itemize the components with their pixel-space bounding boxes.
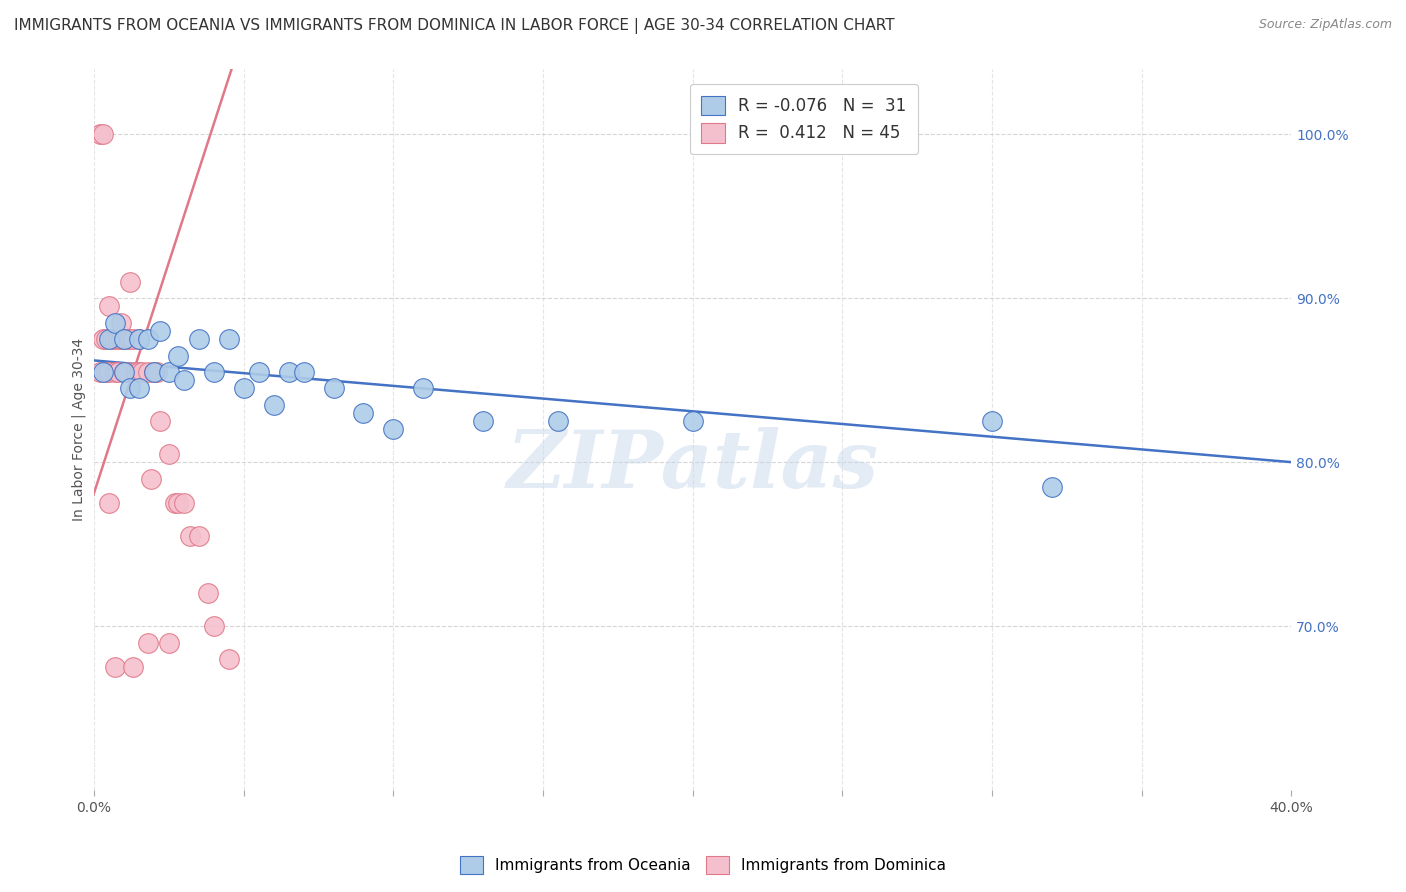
Point: [247, 365, 270, 379]
Point: [125, 365, 148, 379]
Text: IMMIGRANTS FROM OCEANIA VS IMMIGRANTS FROM DOMINICA IN LABOR FORCE | AGE 30-34 C: IMMIGRANTS FROM OCEANIA VS IMMIGRANTS FR…: [14, 18, 894, 34]
Point: [122, 660, 145, 674]
Point: [112, 332, 135, 346]
Point: [167, 496, 190, 510]
Point: [98, 332, 121, 346]
Point: [89, 365, 111, 379]
Point: [1040, 480, 1063, 494]
Point: [197, 586, 219, 600]
Point: [136, 635, 159, 649]
Point: [292, 365, 315, 379]
Point: [98, 299, 121, 313]
Point: [263, 398, 285, 412]
Point: [136, 332, 159, 346]
Point: [157, 447, 180, 461]
Point: [94, 365, 117, 379]
Point: [107, 365, 129, 379]
Point: [173, 496, 195, 510]
Point: [139, 471, 162, 485]
Point: [682, 414, 704, 428]
Point: [472, 414, 495, 428]
Point: [91, 332, 114, 346]
Point: [382, 422, 405, 436]
Point: [163, 496, 186, 510]
Point: [353, 406, 375, 420]
Point: [101, 332, 124, 346]
Point: [187, 529, 209, 543]
Point: [94, 332, 117, 346]
Point: [112, 365, 135, 379]
Point: [118, 381, 141, 395]
Point: [412, 381, 434, 395]
Point: [981, 414, 1004, 428]
Point: [179, 529, 201, 543]
Point: [118, 275, 141, 289]
Point: [128, 365, 150, 379]
Point: [128, 381, 150, 395]
Point: [98, 496, 121, 510]
Y-axis label: In Labor Force | Age 30-34: In Labor Force | Age 30-34: [72, 338, 86, 521]
Point: [322, 381, 344, 395]
Point: [107, 332, 129, 346]
Text: ZIPatlas: ZIPatlas: [506, 426, 879, 504]
Point: [91, 365, 114, 379]
Point: [104, 316, 127, 330]
Point: [218, 652, 240, 666]
Point: [128, 332, 150, 346]
Point: [110, 316, 132, 330]
Point: [89, 127, 111, 141]
Point: [115, 332, 138, 346]
Point: [110, 332, 132, 346]
Point: [98, 365, 121, 379]
Point: [118, 332, 141, 346]
Point: [218, 332, 240, 346]
Point: [277, 365, 299, 379]
Point: [112, 365, 135, 379]
Point: [232, 381, 254, 395]
Point: [149, 414, 172, 428]
Point: [202, 619, 225, 633]
Point: [131, 365, 153, 379]
Point: [91, 127, 114, 141]
Point: [157, 365, 180, 379]
Point: [104, 660, 127, 674]
Point: [173, 373, 195, 387]
Point: [115, 365, 138, 379]
Point: [146, 365, 169, 379]
Point: [136, 365, 159, 379]
Point: [122, 332, 145, 346]
Point: [142, 365, 165, 379]
Point: [142, 365, 165, 379]
Point: [149, 324, 172, 338]
Legend: R = -0.076   N =  31, R =  0.412   N = 45: R = -0.076 N = 31, R = 0.412 N = 45: [689, 84, 918, 154]
Point: [104, 365, 127, 379]
Point: [157, 635, 180, 649]
Text: Source: ZipAtlas.com: Source: ZipAtlas.com: [1258, 18, 1392, 31]
Point: [202, 365, 225, 379]
Point: [547, 414, 569, 428]
Point: [167, 349, 190, 363]
Point: [112, 332, 135, 346]
Legend: Immigrants from Oceania, Immigrants from Dominica: Immigrants from Oceania, Immigrants from…: [454, 850, 952, 880]
Point: [187, 332, 209, 346]
Point: [104, 332, 127, 346]
Point: [128, 332, 150, 346]
